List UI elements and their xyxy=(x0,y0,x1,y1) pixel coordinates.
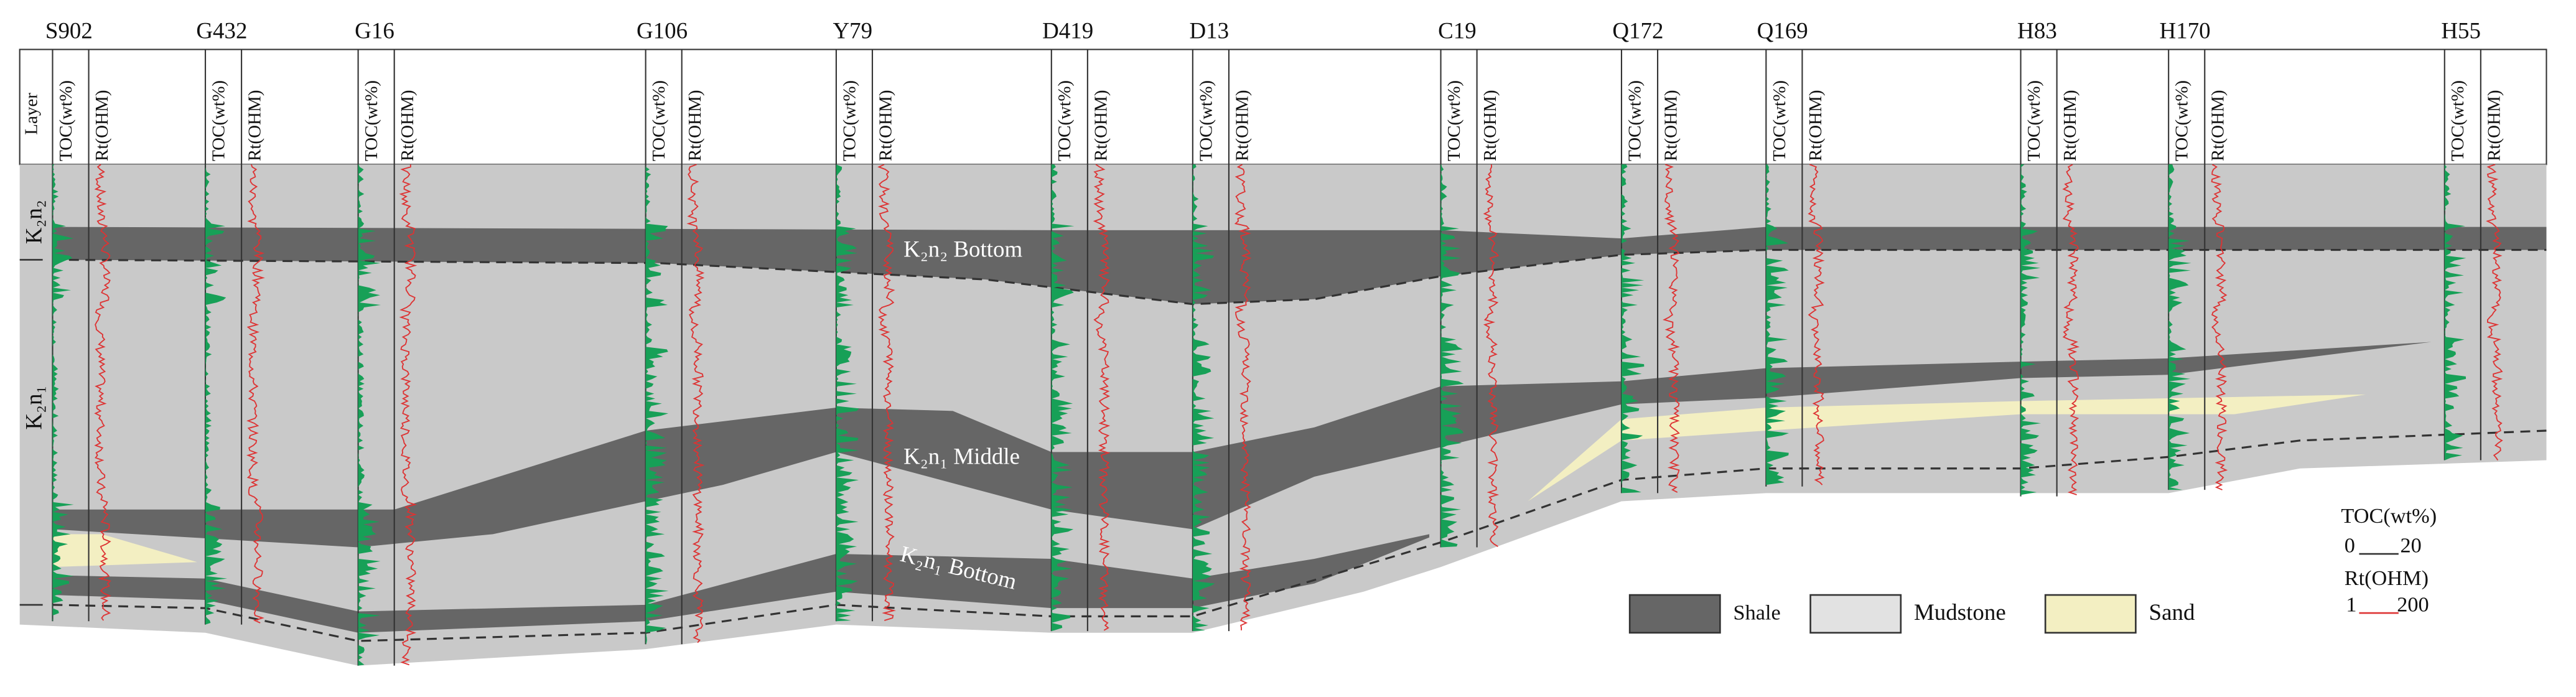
well-name: H170 xyxy=(2160,18,2211,44)
well-name: D419 xyxy=(1042,18,1093,44)
scale-title: Rt(OHM) xyxy=(2345,566,2429,590)
scale-max: 200 xyxy=(2397,592,2429,616)
annotation: K₂n₂ Bottom xyxy=(903,236,1022,262)
layer-header: Layer xyxy=(21,93,41,135)
boundary-line xyxy=(52,248,2547,306)
boundary-line xyxy=(52,429,2547,642)
rt-log xyxy=(246,164,265,624)
track-header: TOC(wt%) xyxy=(1444,80,1464,161)
scale-min: 1 xyxy=(2346,592,2356,616)
rt-log xyxy=(1234,164,1252,630)
well-name: G16 xyxy=(355,18,394,44)
track-header: TOC(wt%) xyxy=(1625,80,1645,161)
track-header: TOC(wt%) xyxy=(1196,80,1216,161)
shale-top xyxy=(52,227,2547,304)
well-name: H55 xyxy=(2441,18,2481,44)
rt-log xyxy=(1093,164,1111,631)
track-header: TOC(wt%) xyxy=(362,80,381,161)
well-name: S902 xyxy=(45,18,93,44)
track-header: TOC(wt%) xyxy=(1055,80,1075,161)
track-header: TOC(wt%) xyxy=(2024,80,2044,161)
legend-label: Sand xyxy=(2149,599,2195,625)
shale-bottom xyxy=(52,534,1430,633)
sand-lens xyxy=(1528,394,2366,502)
track-header: Rt(OHM) xyxy=(1232,90,1252,161)
legend-swatch xyxy=(1628,594,1721,634)
rt-log xyxy=(399,164,418,666)
rt-log xyxy=(1808,164,1825,485)
track-header: Rt(OHM) xyxy=(1091,90,1111,161)
well-name: G432 xyxy=(196,18,247,44)
toc-log xyxy=(52,164,74,622)
track-header: TOC(wt%) xyxy=(208,80,228,161)
toc-log xyxy=(2020,164,2042,497)
header-frame xyxy=(19,49,2547,166)
toc-log xyxy=(2168,164,2191,490)
annotation: K₂n₁ Middle xyxy=(903,443,1020,469)
track-header: Rt(OHM) xyxy=(92,90,112,161)
track-header: TOC(wt%) xyxy=(1770,80,1790,161)
track-header: Rt(OHM) xyxy=(245,90,265,161)
scale-min: 0 xyxy=(2345,533,2355,557)
toc-log xyxy=(1192,164,1216,632)
toc-log xyxy=(358,164,381,666)
well-name: H83 xyxy=(2017,18,2057,44)
toc-log xyxy=(1766,164,1790,487)
layer-label: K₂n₂ xyxy=(21,200,47,244)
legend-swatch xyxy=(2044,594,2137,634)
track-header: TOC(wt%) xyxy=(2172,80,2192,161)
rt-log xyxy=(2062,164,2080,495)
well-name: Y79 xyxy=(833,18,872,44)
scale-title: TOC(wt%) xyxy=(2341,504,2437,528)
toc-log xyxy=(205,164,228,625)
track-header: TOC(wt%) xyxy=(649,80,669,161)
toc-log xyxy=(1621,164,1645,494)
well-name: C19 xyxy=(1438,18,1477,44)
well-name: G106 xyxy=(637,18,688,44)
shale-middle xyxy=(52,342,2432,548)
legend-label: Shale xyxy=(1734,601,1781,625)
track-header: Rt(OHM) xyxy=(1806,90,1826,161)
layer-label: K₂n₁ xyxy=(21,386,47,430)
track-header: TOC(wt%) xyxy=(56,80,76,161)
well-name: Q169 xyxy=(1757,18,1808,44)
rt-log xyxy=(1663,164,1680,493)
track-header: Rt(OHM) xyxy=(398,90,418,161)
rt-log xyxy=(877,164,897,621)
track-header: Rt(OHM) xyxy=(2060,90,2080,161)
toc-log xyxy=(1440,164,1464,548)
toc-log xyxy=(1051,164,1075,632)
track-header: TOC(wt%) xyxy=(839,80,859,161)
toc-log xyxy=(645,164,669,645)
track-header: Rt(OHM) xyxy=(2484,90,2504,161)
rt-log xyxy=(1483,164,1500,547)
track-header: Rt(OHM) xyxy=(1480,90,1500,161)
track-header: TOC(wt%) xyxy=(2448,80,2468,161)
legend-label: Mudstone xyxy=(1914,599,2006,625)
scale-max: 20 xyxy=(2400,533,2421,557)
rt-log xyxy=(2486,164,2503,461)
legend-swatch xyxy=(1809,594,1902,634)
rt-log xyxy=(686,164,705,643)
well-name: Q172 xyxy=(1612,18,1663,44)
rt-log xyxy=(2211,164,2228,490)
mudstone-body xyxy=(19,164,2547,666)
toc-log xyxy=(2444,164,2466,461)
track-header: Rt(OHM) xyxy=(1661,90,1681,161)
track-header: Rt(OHM) xyxy=(875,90,895,161)
rt-log xyxy=(94,164,111,621)
well-name: D13 xyxy=(1189,18,1229,44)
toc-log xyxy=(836,164,859,622)
track-header: Rt(OHM) xyxy=(685,90,705,161)
track-header: Rt(OHM) xyxy=(2208,90,2228,161)
